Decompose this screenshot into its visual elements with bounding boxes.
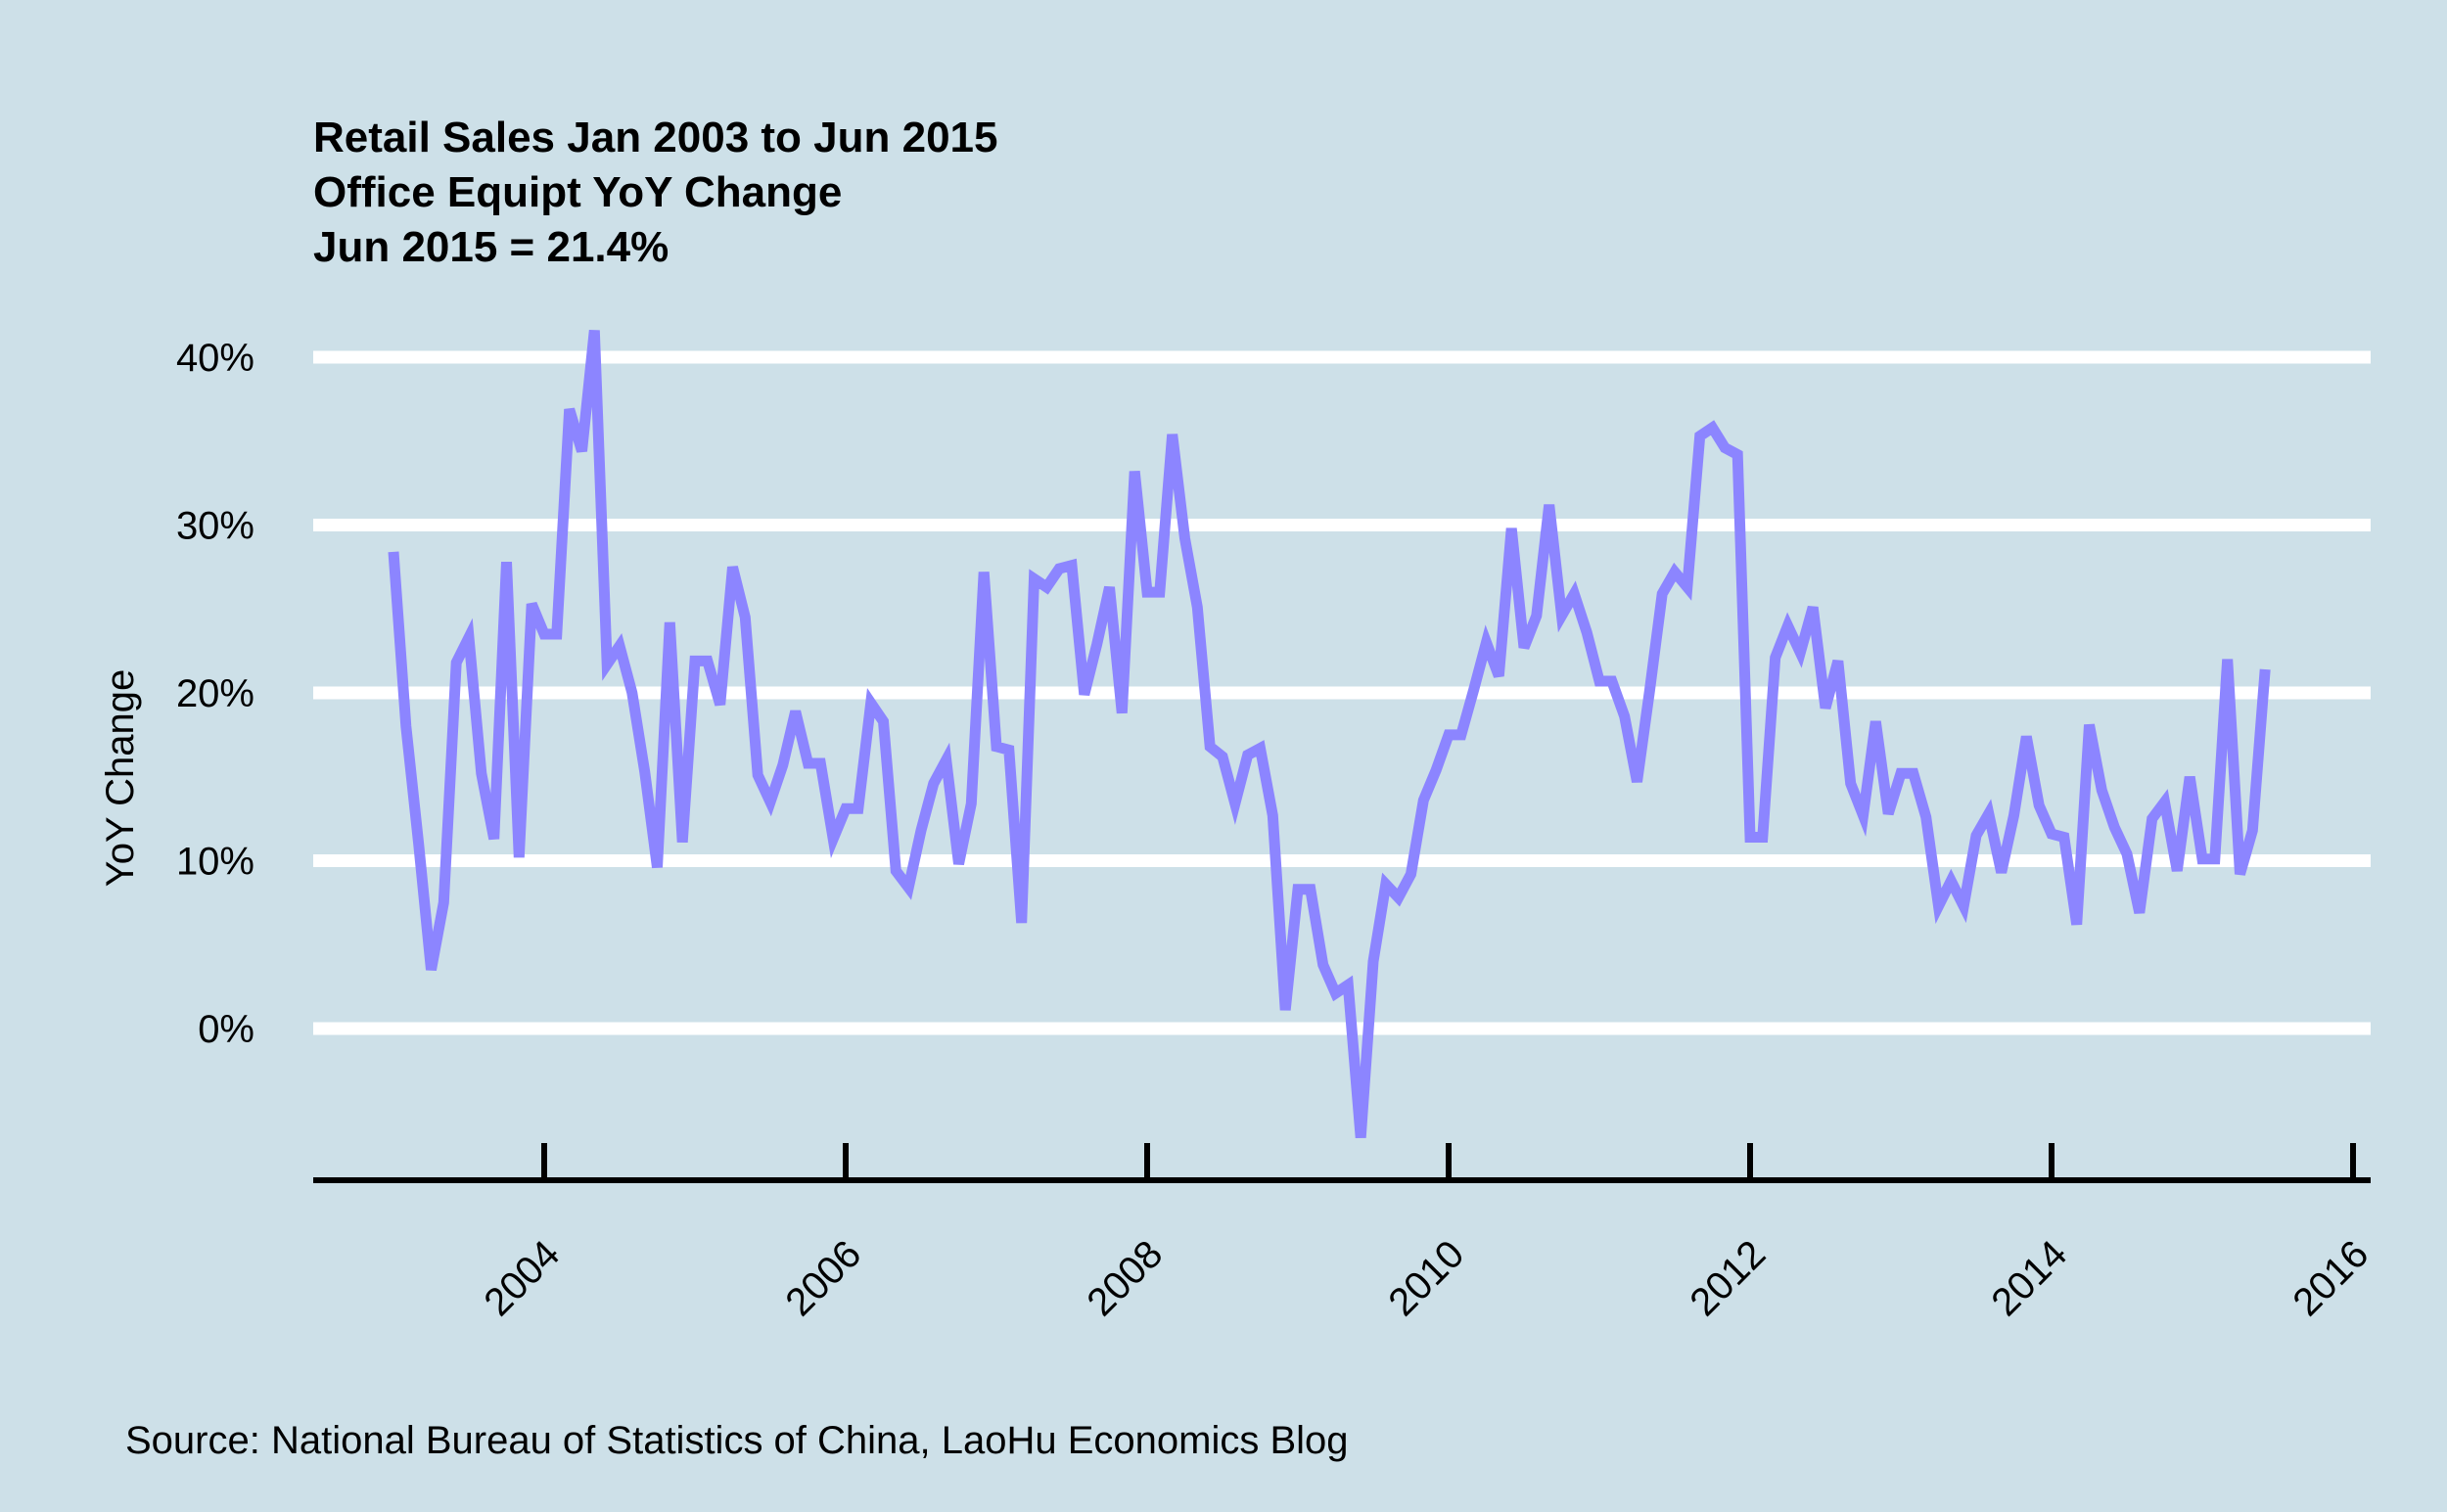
x-tick-label: 2014 — [1983, 1232, 2075, 1324]
series-layer — [388, 330, 2271, 1138]
chart-title-line-2: Office Equipt YoY Change — [313, 168, 842, 216]
y-axis-label: YoY Change — [99, 669, 142, 887]
y-tick-label: 20% — [176, 672, 254, 715]
chart-title-line-1: Retail Sales Jan 2003 to Jun 2015 — [313, 114, 998, 161]
y-tick-labels: 0% 10% 20% 30% 40% — [176, 337, 254, 1051]
source-note: Source: National Bureau of Statistics of… — [125, 1419, 1349, 1462]
y-tick-label: 0% — [198, 1008, 254, 1051]
y-tick-label: 40% — [176, 337, 254, 380]
x-axis: 2004 2006 2008 2010 2012 2014 2016 — [313, 1143, 2377, 1324]
x-tick-label: 2004 — [476, 1232, 568, 1324]
grid-lines — [313, 350, 2371, 1035]
x-tick-label: 2006 — [777, 1232, 869, 1324]
x-tick-label: 2012 — [1682, 1232, 1774, 1324]
y-tick-label: 10% — [176, 841, 254, 884]
x-tick-label: 2010 — [1380, 1232, 1472, 1324]
chart-title-line-3: Jun 2015 = 21.4% — [313, 223, 669, 271]
x-tick-label: 2008 — [1079, 1232, 1171, 1324]
x-tick-label: 2016 — [2285, 1232, 2377, 1324]
y-tick-label: 30% — [176, 505, 254, 548]
series-line — [388, 330, 2271, 1138]
